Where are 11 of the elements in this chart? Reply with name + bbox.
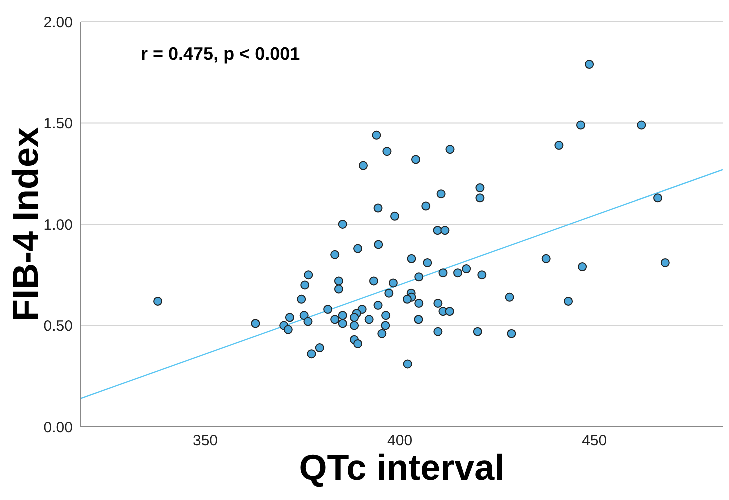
- annotation: r = 0.475, p < 0.001: [141, 44, 300, 65]
- y-tick-label: 0.50: [44, 318, 73, 336]
- x-tick-label: 400: [388, 432, 413, 450]
- x-axis-title: QTc interval: [299, 447, 505, 488]
- y-tick-label: 1.00: [44, 216, 73, 234]
- x-tick-label: 350: [192, 432, 218, 450]
- y-axis-title: FIB-4 Index: [5, 127, 46, 322]
- y-tick-label: 2.00: [44, 14, 73, 32]
- y-tick-label: 1.50: [44, 116, 73, 133]
- x-tick-label: 450: [582, 432, 608, 450]
- y-tick-label: 0.00: [44, 419, 73, 436]
